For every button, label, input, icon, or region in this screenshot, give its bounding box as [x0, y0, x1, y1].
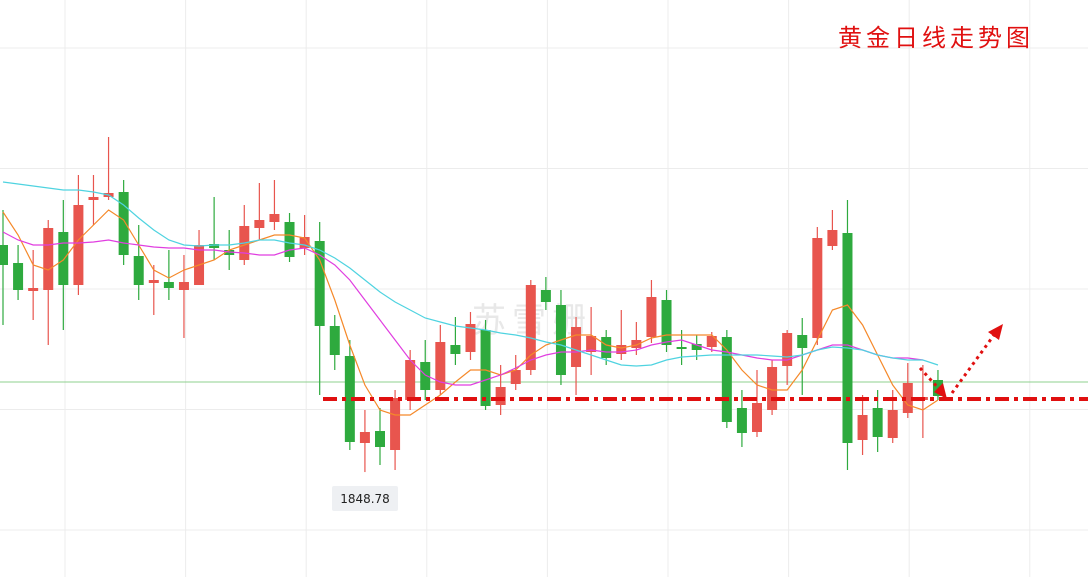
- candle-body: [269, 214, 280, 222]
- candle-body: [842, 233, 853, 443]
- chart-title: 黄金日线走势图: [838, 24, 1034, 52]
- candle-body: [43, 228, 54, 290]
- arrows: [918, 334, 996, 394]
- candle-body: [435, 342, 446, 390]
- candle-body: [420, 362, 431, 390]
- candle-body: [782, 333, 793, 366]
- candle-body: [118, 192, 129, 255]
- candle-body: [495, 387, 506, 405]
- candle-body: [721, 337, 732, 422]
- candle-body: [752, 403, 762, 432]
- candle-body: [887, 410, 898, 438]
- candle-body: [0, 245, 8, 265]
- candle-body: [616, 345, 627, 354]
- candle-body: [299, 237, 310, 248]
- candle-body: [827, 230, 838, 246]
- ma-line: [2, 231, 923, 386]
- candle-body: [601, 337, 612, 358]
- candle-body: [148, 280, 159, 283]
- candle-body: [133, 256, 144, 285]
- arrow-head: [934, 383, 947, 399]
- candle-body: [13, 263, 24, 290]
- candle-body: [857, 415, 868, 440]
- ma-line: [2, 209, 939, 416]
- candle-body: [902, 383, 913, 413]
- candle-body: [540, 290, 551, 302]
- arrow-up: [950, 334, 996, 394]
- candle-body: [932, 380, 943, 396]
- candle-body: [163, 282, 174, 288]
- candle-body: [329, 326, 340, 355]
- candle-body: [390, 398, 401, 450]
- candle-body: [344, 356, 355, 442]
- candle-body: [58, 232, 69, 285]
- candle-body: [465, 324, 476, 352]
- candle-body: [691, 344, 702, 350]
- arrow-head: [988, 324, 1003, 340]
- candle-body: [314, 241, 325, 326]
- candle-body: [254, 220, 265, 228]
- candle-body: [480, 330, 491, 406]
- candle-body: [73, 205, 84, 285]
- candle-body: [178, 282, 189, 290]
- candle-body: [359, 432, 370, 443]
- candle-body: [510, 370, 521, 384]
- candle-body: [767, 367, 778, 410]
- candle-body: [450, 345, 461, 354]
- plot: [0, 137, 1088, 473]
- candle-body: [88, 197, 99, 200]
- label-box: [332, 486, 398, 511]
- ma-line: [2, 181, 939, 367]
- low-price-label: 1848.78: [340, 492, 390, 506]
- candle-body: [646, 297, 657, 337]
- candle-body: [631, 340, 642, 348]
- candle-body: [571, 327, 582, 367]
- low-label: 1848.78: [332, 486, 398, 511]
- candle-body: [525, 285, 536, 370]
- candle-body: [405, 360, 416, 400]
- candle-body: [375, 431, 385, 447]
- candle-body: [736, 408, 747, 433]
- candle-body: [706, 336, 717, 347]
- candle-body: [586, 336, 597, 352]
- candle-body: [284, 222, 295, 257]
- candle-body: [28, 288, 39, 291]
- candle-body: [661, 300, 672, 345]
- candle-body: [797, 335, 808, 348]
- candle-body: [676, 347, 687, 349]
- arrow-down: [918, 366, 942, 392]
- candle-body: [872, 408, 883, 437]
- candle-body: [812, 238, 823, 338]
- candle-body: [209, 244, 220, 248]
